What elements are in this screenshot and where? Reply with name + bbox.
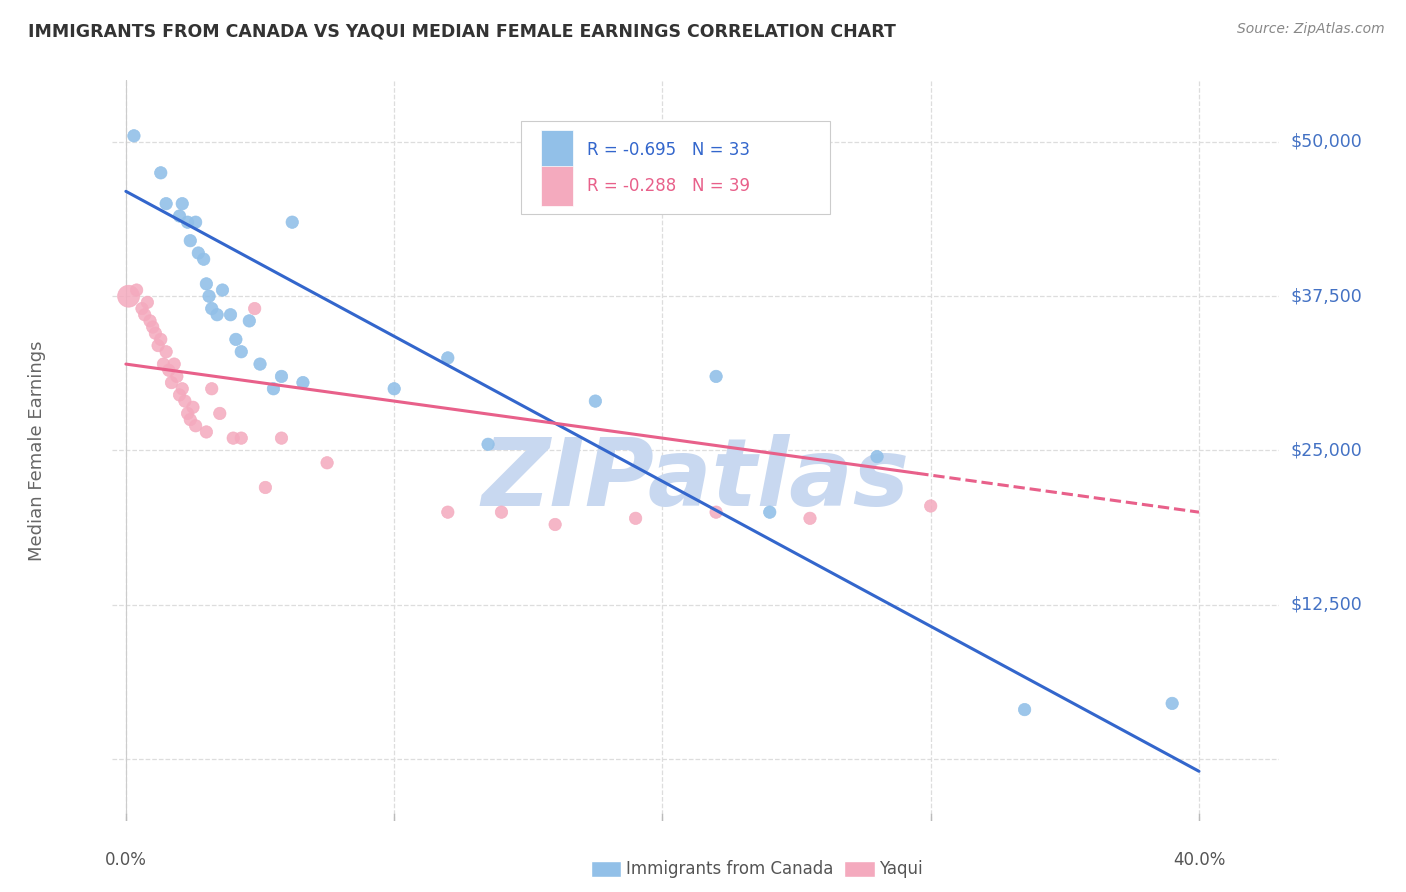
Point [704,505,727,519]
Point [149,166,172,180]
Point [270,369,292,384]
Point [125,283,148,297]
Point [222,431,245,445]
Point [134,308,156,322]
Point [477,437,499,451]
Point [211,283,233,297]
Point [624,511,647,525]
Point [155,196,177,211]
Point [799,511,821,525]
Point [198,289,221,303]
Point [583,394,606,409]
Point [174,394,197,409]
Point [491,505,513,519]
Point [1014,703,1036,717]
Point [243,301,266,316]
Point [225,332,247,346]
Point [160,376,183,390]
Point [117,289,139,303]
Point [262,382,284,396]
Point [382,382,405,396]
Point [152,357,174,371]
Point [176,215,198,229]
Text: $37,500: $37,500 [1291,287,1362,305]
Point [249,357,271,371]
Point [169,209,191,223]
Text: 0.0%: 0.0% [105,852,146,870]
Text: Source: ZipAtlas.com: Source: ZipAtlas.com [1237,22,1385,37]
Text: $12,500: $12,500 [1291,596,1362,614]
Point [172,196,194,211]
Text: $25,000: $25,000 [1291,442,1362,459]
Point [184,418,207,433]
Point [155,344,177,359]
Point [142,320,165,334]
Point [184,215,207,229]
Point [291,376,314,390]
Point [169,388,191,402]
Point [149,332,172,346]
Point [179,234,201,248]
Point [187,246,209,260]
Point [181,401,204,415]
Point [254,480,277,494]
Text: Median Female Earnings: Median Female Earnings [28,340,45,561]
Text: R = -0.695   N = 33: R = -0.695 N = 33 [588,141,751,160]
Point [131,301,153,316]
Point [201,301,224,316]
FancyBboxPatch shape [541,130,574,170]
Point [544,517,567,532]
FancyBboxPatch shape [541,166,574,206]
Point [176,407,198,421]
Point [172,382,194,396]
Text: ZIPatlas: ZIPatlas [482,434,910,526]
Point [219,308,242,322]
Point [146,338,169,352]
Point [270,431,292,445]
Text: 40.0%: 40.0% [1173,852,1225,870]
Point [231,431,253,445]
FancyBboxPatch shape [520,121,830,213]
Point [139,314,162,328]
Point [704,369,727,384]
Point [437,351,460,365]
Point [208,407,231,421]
Text: R = -0.288   N = 39: R = -0.288 N = 39 [588,177,751,195]
Point [193,252,215,267]
Point [201,382,224,396]
Point [163,357,186,371]
Point [437,505,460,519]
Point [231,344,253,359]
Point [920,499,942,513]
Point [281,215,304,229]
Point [1161,697,1184,711]
Point [145,326,167,341]
Point [758,505,780,519]
Text: Immigrants from Canada: Immigrants from Canada [626,860,832,878]
Text: $50,000: $50,000 [1291,133,1362,151]
Point [205,308,228,322]
Point [166,369,188,384]
Point [195,425,218,439]
Text: Yaqui: Yaqui [879,860,922,878]
Point [866,450,889,464]
Text: IMMIGRANTS FROM CANADA VS YAQUI MEDIAN FEMALE EARNINGS CORRELATION CHART: IMMIGRANTS FROM CANADA VS YAQUI MEDIAN F… [28,22,896,40]
Point [122,128,145,143]
Point [238,314,260,328]
Point [195,277,218,291]
Point [316,456,339,470]
Point [179,412,201,426]
Point [136,295,159,310]
Point [157,363,180,377]
